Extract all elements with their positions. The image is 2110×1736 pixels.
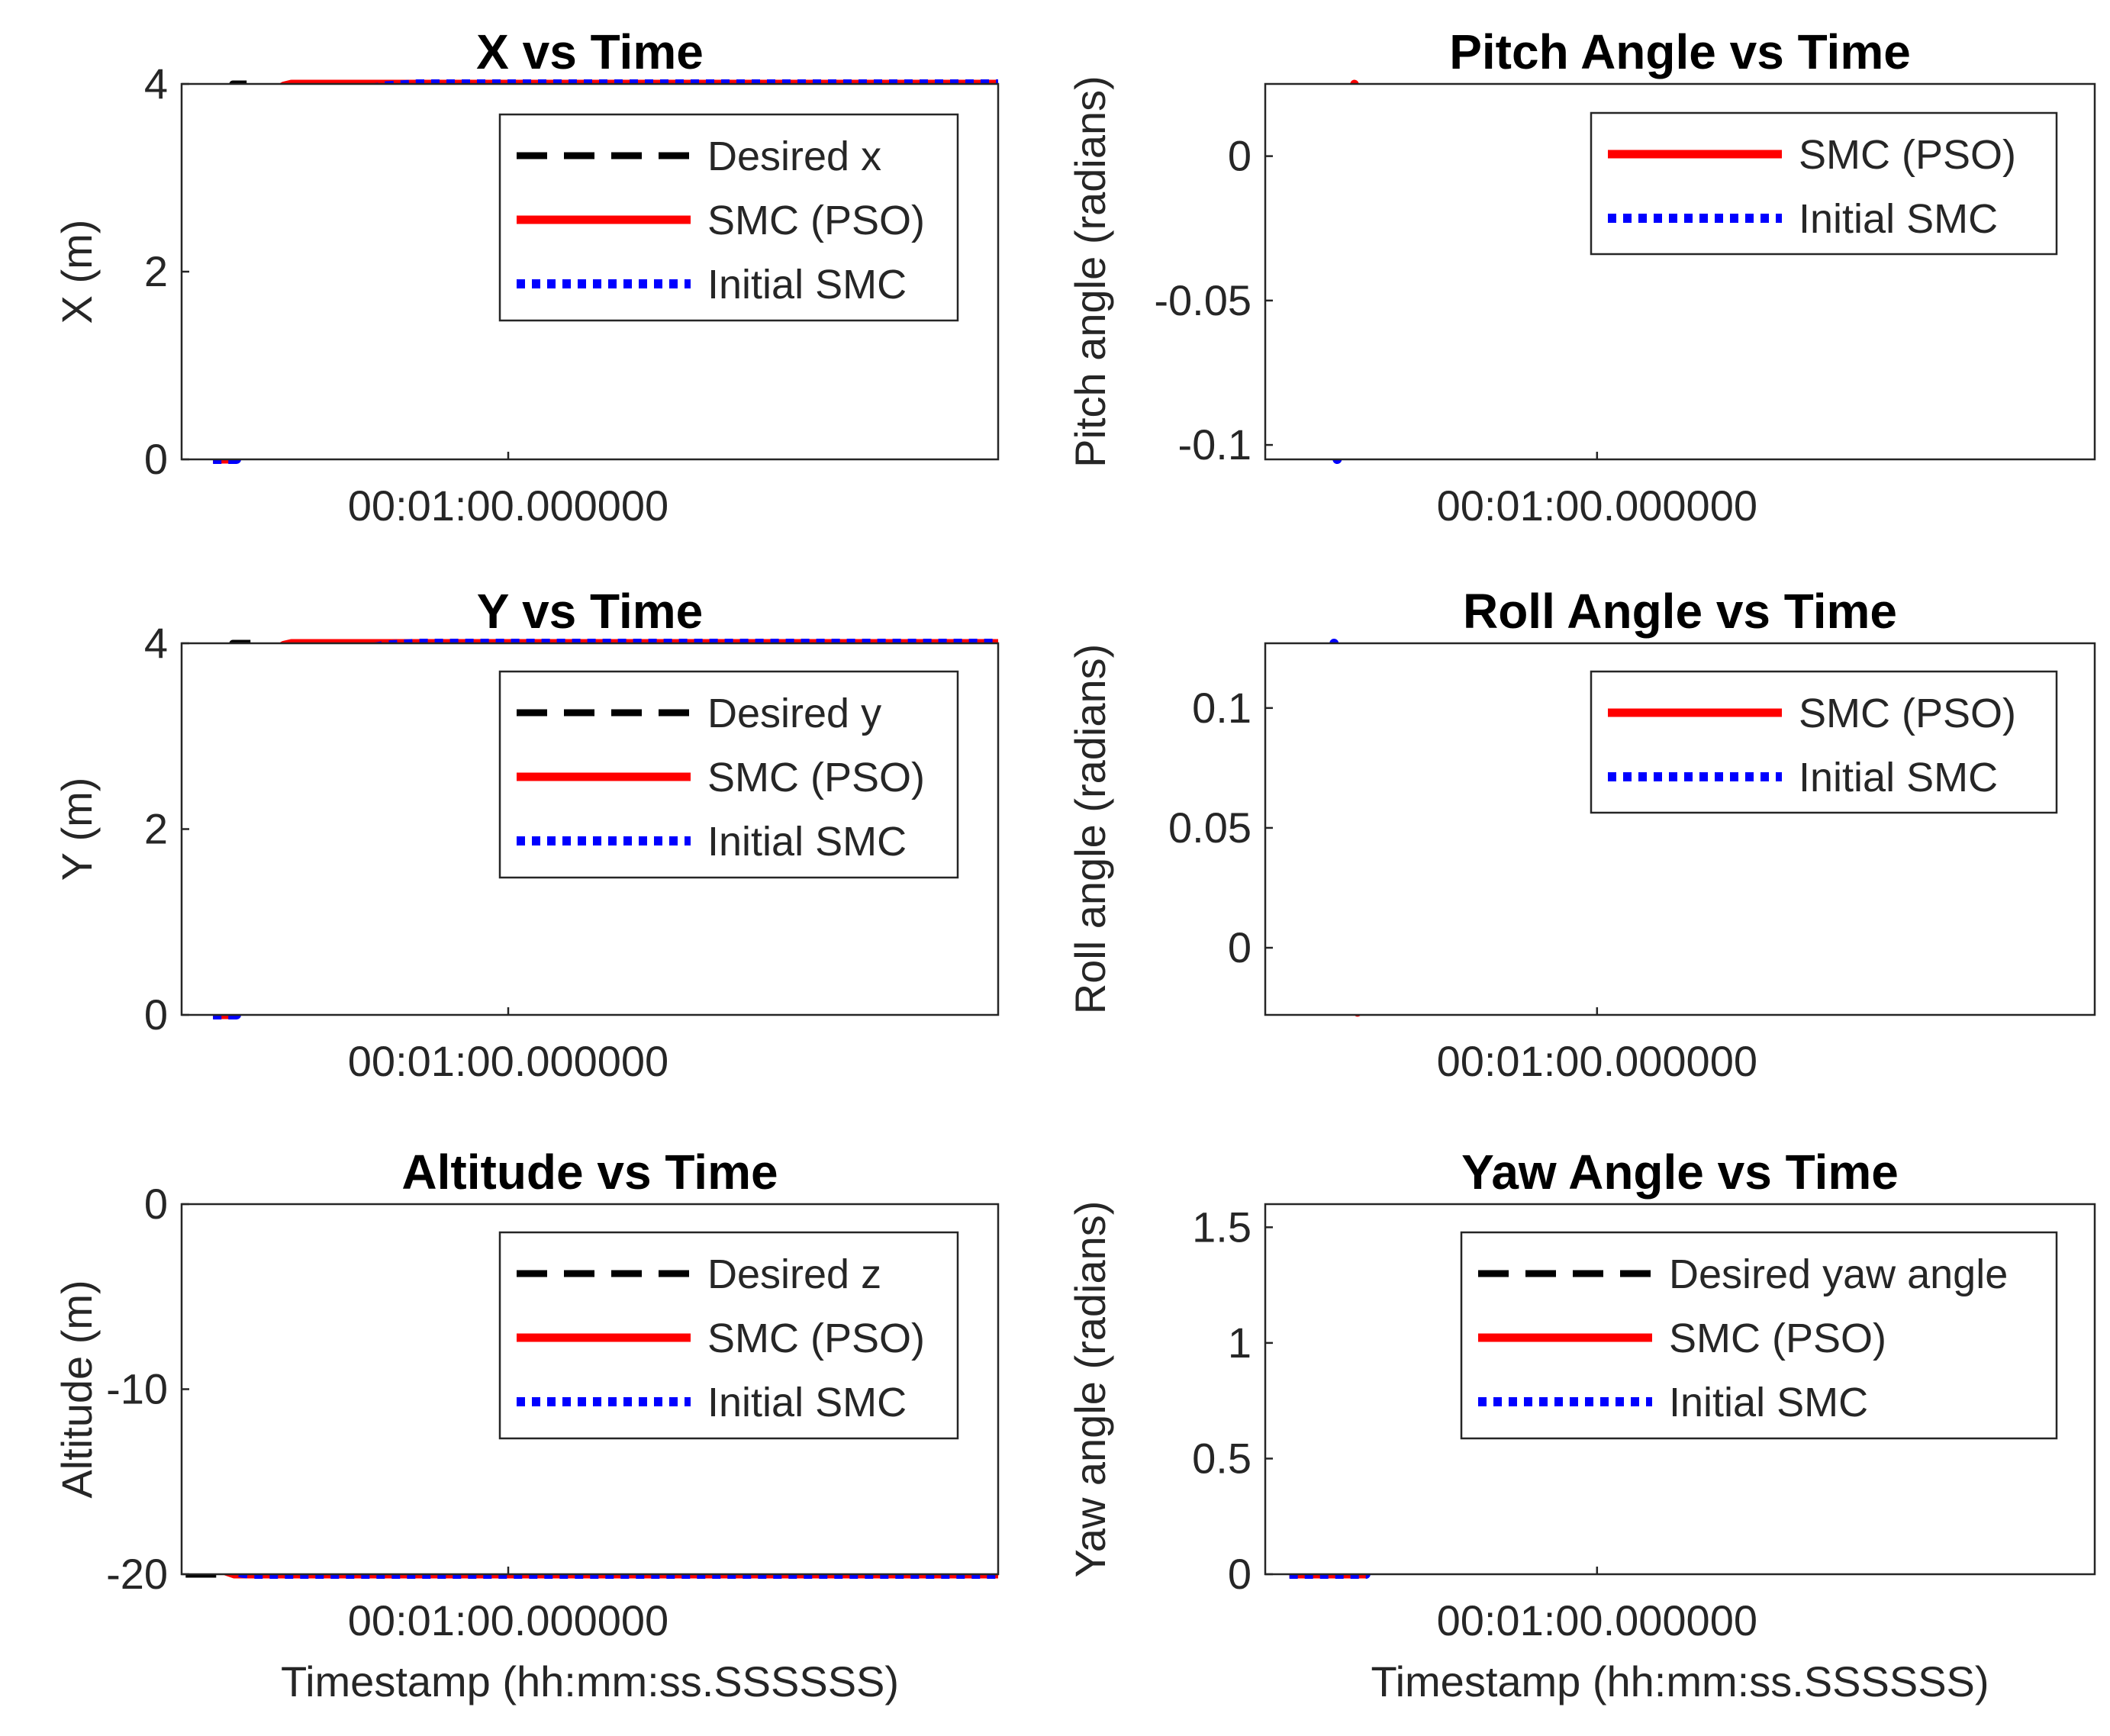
y-tick-label: 0.05: [1168, 804, 1252, 852]
y-tick-label: 4: [144, 619, 168, 667]
chart-panel-0: 0 2 4 00:01:00.000000 X vs Time X (m) Desired …: [53, 24, 1000, 530]
chart-title: Y vs Time: [477, 584, 704, 639]
x-axis-label: Timestamp (hh:mm:ss.SSSSSS): [1371, 1657, 1989, 1705]
chart-panel-2: 0 2 4 00:01:00.000000 Y vs Time Y (m) Desired …: [53, 584, 1000, 1085]
y-tick-label: 0: [1228, 1550, 1252, 1598]
legend: SMC (PSO) Initial SMC: [1590, 670, 2058, 814]
legend: Desired y SMC (PSO) Initial SMC: [498, 670, 959, 879]
y-tick-label: 0: [144, 990, 168, 1039]
chart-panel-1: -0.1 -0.05 0 00:01:00.000000 Pitch Angle vs …: [1066, 24, 2096, 530]
chart-title: Roll Angle vs Time: [1463, 584, 1897, 639]
legend-entry: Initial SMC: [707, 262, 907, 308]
y-axis-label: X (m): [53, 220, 101, 324]
legend-entry: SMC (PSO): [1669, 1316, 1886, 1361]
legend: SMC (PSO) Initial SMC: [1590, 111, 2058, 256]
x-tick-label: 00:01:00.000000: [1437, 1037, 1757, 1085]
x-tick-label: 00:01:00.000000: [1437, 482, 1757, 530]
y-tick-label: 0: [144, 1180, 168, 1228]
legend-entry: Desired yaw angle: [1669, 1251, 2008, 1297]
chart-panel-4: -20 -10 0 00:01:00.000000 Altitude vs Time Al…: [53, 1145, 1000, 1705]
y-tick-label: -0.05: [1154, 276, 1252, 324]
chart-title: Altitude vs Time: [401, 1145, 778, 1200]
y-tick-label: -10: [106, 1365, 168, 1413]
legend-entry: SMC (PSO): [1799, 691, 2016, 736]
y-tick-label: 0: [144, 435, 168, 483]
legend-entry: Initial SMC: [1799, 196, 1998, 242]
chart-panel-5: 0 0.5 1 1.5 00:01:00.000000 Yaw Angle vs Time…: [1066, 1145, 2096, 1705]
y-axis-label: Roll angle (radians): [1066, 644, 1114, 1015]
chart-panel-3: 0 0.05 0.1 00:01:00.000000 Roll Angle vs Tim…: [1066, 584, 2096, 1085]
legend-entry: Desired x: [707, 134, 881, 179]
x-tick-label: 00:01:00.000000: [1437, 1596, 1757, 1644]
y-tick-label: 0: [1228, 923, 1252, 971]
legend-box: [1590, 670, 2058, 814]
y-tick-label: -0.1: [1178, 420, 1252, 469]
legend: Desired z SMC (PSO) Initial SMC: [498, 1231, 959, 1440]
x-tick-label: 00:01:00.000000: [348, 482, 668, 530]
legend-box: [1590, 111, 2058, 256]
y-tick-label: 0: [1228, 132, 1252, 180]
legend-entry: SMC (PSO): [707, 755, 925, 800]
y-axis-label: Pitch angle (radians): [1066, 76, 1114, 468]
y-tick-label: 1.5: [1192, 1203, 1252, 1251]
chart-title: Pitch Angle vs Time: [1449, 24, 1911, 79]
legend-entry: SMC (PSO): [1799, 132, 2016, 178]
y-tick-label: 2: [144, 247, 168, 295]
chart-title: X vs Time: [476, 24, 704, 79]
y-tick-label: 4: [144, 60, 168, 108]
legend-entry: Initial SMC: [707, 1380, 907, 1425]
legend-entry: Desired z: [707, 1251, 881, 1297]
y-tick-label: 0.1: [1192, 684, 1252, 732]
x-axis-label: Timestamp (hh:mm:ss.SSSSSS): [281, 1657, 899, 1705]
legend-entry: SMC (PSO): [707, 198, 925, 243]
legend-entry: Initial SMC: [1799, 755, 1998, 800]
x-tick-label: 00:01:00.000000: [348, 1596, 668, 1644]
y-tick-label: 0.5: [1192, 1434, 1252, 1482]
y-axis-label: Altitude (m): [53, 1280, 101, 1498]
legend: Desired yaw angle SMC (PSO) Initial SMC: [1460, 1231, 2058, 1440]
y-tick-label: 1: [1228, 1319, 1252, 1367]
y-tick-label: 2: [144, 805, 168, 853]
x-tick-label: 00:01:00.000000: [348, 1037, 668, 1085]
y-tick-label: -20: [106, 1550, 168, 1598]
chart-title: Yaw Angle vs Time: [1461, 1145, 1899, 1200]
legend-entry: Initial SMC: [1669, 1380, 1868, 1425]
y-axis-label: Yaw angle (radians): [1066, 1201, 1114, 1578]
legend-entry: Desired y: [707, 691, 881, 736]
legend: Desired x SMC (PSO) Initial SMC: [498, 113, 959, 322]
y-axis-label: Y (m): [53, 778, 101, 881]
legend-entry: Initial SMC: [707, 819, 907, 865]
legend-entry: SMC (PSO): [707, 1316, 925, 1361]
